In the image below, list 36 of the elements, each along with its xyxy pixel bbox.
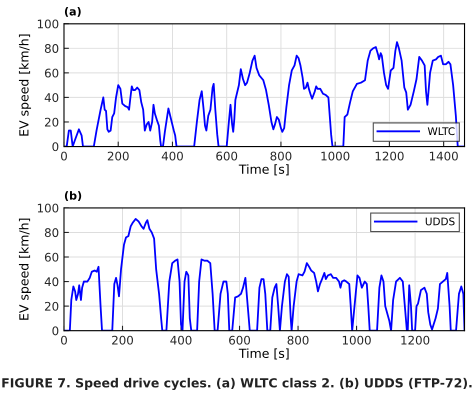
y-tick-label: 40 — [44, 277, 58, 286]
y-tick-label: 60 — [44, 68, 58, 78]
x-tick-label: 1000 — [342, 336, 371, 345]
x-tick-label: 200 — [108, 152, 129, 161]
y-tick-label: 40 — [44, 93, 58, 102]
y-tick-label: 20 — [44, 302, 58, 311]
y-tick-label: 100 — [38, 204, 58, 213]
chart-title: (a) — [64, 6, 81, 17]
caption: FIGURE 7. Speed drive cycles. (a) WLTC class 2. (b) UDDS (FTP-72). — [2, 378, 472, 390]
y-tick-label: 0 — [52, 142, 58, 152]
x-axis-title: Time [s] — [238, 348, 289, 360]
y-tick-label: 0 — [52, 326, 58, 336]
x-tick-label: 0 — [61, 336, 67, 345]
x-tick-label: 600 — [229, 336, 250, 345]
y-tick-label: 80 — [44, 228, 58, 238]
x-axis-title: Time [s] — [238, 164, 289, 176]
x-tick-label: 200 — [112, 336, 133, 345]
x-tick-label: 800 — [270, 152, 292, 161]
x-tick-label: 600 — [216, 152, 238, 161]
y-axis-title: EV speed [km/h] — [18, 218, 32, 320]
y-axis-title: EV speed [km/h] — [18, 34, 32, 136]
legend-label: UDDS — [426, 217, 455, 226]
y-tick-label: 60 — [44, 252, 58, 262]
x-tick-label: 1400 — [430, 152, 458, 161]
y-tick-label: 100 — [38, 19, 58, 28]
x-tick-label: 400 — [162, 152, 183, 161]
x-tick-label: 800 — [288, 336, 309, 345]
x-tick-label: 400 — [170, 336, 192, 345]
legend-label: WLTC — [428, 127, 455, 136]
x-tick-label: 1200 — [376, 152, 404, 161]
x-tick-label: 1000 — [321, 152, 350, 161]
x-tick-label: 1200 — [401, 336, 430, 345]
chart-title: (b) — [64, 191, 82, 202]
y-tick-label: 20 — [44, 118, 58, 127]
y-tick-label: 80 — [44, 44, 58, 53]
x-tick-label: 0 — [61, 152, 67, 161]
